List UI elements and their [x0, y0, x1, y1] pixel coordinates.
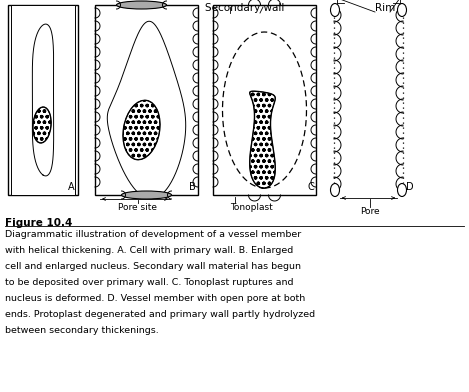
Text: B: B	[189, 182, 196, 192]
Ellipse shape	[121, 191, 172, 199]
Text: Secondary wall: Secondary wall	[205, 3, 285, 13]
Ellipse shape	[116, 1, 166, 9]
Ellipse shape	[123, 100, 160, 160]
Bar	[8, 5, 78, 195]
Text: D: D	[406, 182, 414, 192]
Bar	[11, 5, 75, 195]
Ellipse shape	[398, 4, 407, 16]
Text: Tonoplast: Tonoplast	[230, 203, 273, 212]
Ellipse shape	[398, 183, 407, 196]
Text: to be deposited over primary wall. C. Tonoplast ruptures and: to be deposited over primary wall. C. To…	[5, 278, 294, 287]
Text: Pore: Pore	[360, 207, 380, 216]
Text: A: A	[68, 182, 75, 192]
Ellipse shape	[331, 183, 340, 196]
Text: Rim: Rim	[375, 3, 395, 13]
Polygon shape	[250, 91, 275, 188]
Bar	[95, 5, 198, 195]
Text: nucleus is deformed. D. Vessel member with open pore at both: nucleus is deformed. D. Vessel member wi…	[5, 294, 305, 303]
Text: C: C	[307, 182, 314, 192]
Text: cell and enlarged nucleus. Secondary wall material has begun: cell and enlarged nucleus. Secondary wal…	[5, 262, 301, 271]
Bar	[213, 5, 316, 195]
Text: Diagrammatic illustration of development of a vessel member: Diagrammatic illustration of development…	[5, 230, 301, 239]
Text: ends. Protoplast degenerated and primary wall partly hydrolyzed: ends. Protoplast degenerated and primary…	[5, 310, 315, 319]
Ellipse shape	[331, 4, 340, 16]
Ellipse shape	[33, 107, 51, 143]
Text: between secondary thickenings.: between secondary thickenings.	[5, 326, 159, 335]
Text: Figure 10.4: Figure 10.4	[5, 218, 72, 228]
Text: Pore site: Pore site	[119, 203, 158, 212]
Text: with helical thickening. A. Cell with primary wall. B. Enlarged: with helical thickening. A. Cell with pr…	[5, 246, 293, 255]
